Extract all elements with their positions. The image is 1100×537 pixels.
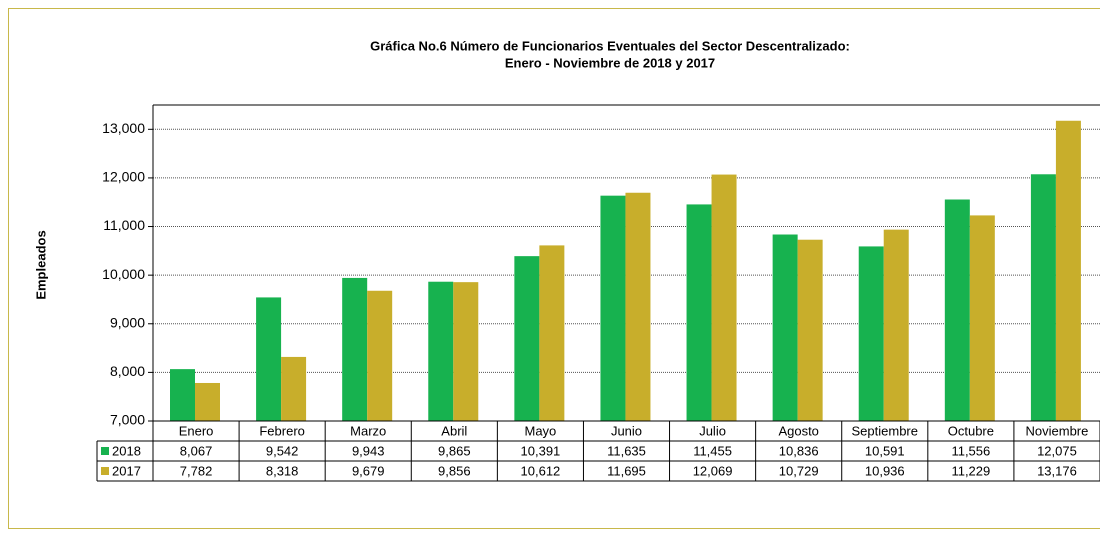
table-value: 7,782 (180, 463, 213, 478)
y-axis-label: Empleados (33, 230, 48, 299)
table-value: 10,591 (865, 443, 905, 458)
y-tick-label: 8,000 (110, 363, 145, 379)
x-tick-label: Agosto (778, 423, 818, 438)
bar (686, 204, 712, 421)
bar (170, 369, 195, 421)
x-tick-label: Septiembre (852, 423, 918, 438)
table-value: 9,542 (266, 443, 299, 458)
bar (256, 297, 282, 421)
bar (711, 174, 737, 421)
x-tick-label: Marzo (350, 423, 386, 438)
table-value: 9,943 (352, 443, 385, 458)
table-value: 13,176 (1037, 463, 1077, 478)
bar (367, 290, 393, 421)
table-value: 12,075 (1037, 443, 1077, 458)
legend-label: 2017 (112, 463, 141, 478)
bar (453, 282, 479, 421)
table-value: 10,612 (521, 463, 561, 478)
table-value: 11,455 (693, 443, 732, 458)
y-tick-label: 7,000 (110, 412, 145, 428)
table-value: 10,391 (521, 443, 561, 458)
y-tick-label: 10,000 (102, 266, 145, 282)
bar (281, 356, 307, 421)
table-value: 8,318 (266, 463, 299, 478)
y-tick-label: 13,000 (102, 120, 145, 136)
bar (1055, 120, 1081, 422)
legend-label: 2018 (112, 443, 141, 458)
bar (944, 199, 970, 421)
x-tick-label: Enero (179, 423, 214, 438)
table-value: 9,865 (438, 443, 471, 458)
x-tick-label: Julio (699, 423, 726, 438)
x-tick-label: Febrero (259, 423, 305, 438)
x-tick-label: Abril (441, 423, 467, 438)
bar (428, 281, 454, 421)
table-value: 10,836 (779, 443, 819, 458)
bar (342, 277, 368, 421)
chart-title: Gráfica No.6 Número de Funcionarios Even… (370, 38, 850, 53)
frame (8, 8, 1100, 529)
bar (195, 382, 220, 421)
x-tick-label: Mayo (525, 423, 557, 438)
bar (797, 239, 823, 421)
legend-swatch (101, 447, 109, 455)
chart-subtitle: Enero - Noviembre de 2018 y 2017 (505, 55, 715, 70)
table-value: 10,936 (865, 463, 905, 478)
table-value: 9,856 (438, 463, 471, 478)
bar (539, 245, 565, 421)
bar (858, 246, 884, 421)
table-value: 11,695 (607, 463, 646, 478)
y-tick-label: 12,000 (102, 169, 145, 185)
y-tick-label: 11,000 (103, 217, 145, 233)
table-value: 11,635 (607, 443, 646, 458)
table-value: 8,067 (180, 443, 213, 458)
table-value: 9,679 (352, 463, 385, 478)
x-tick-label: Noviembre (1026, 423, 1089, 438)
bar (1030, 174, 1056, 421)
table-value: 12,069 (693, 463, 733, 478)
table-value: 10,729 (779, 463, 819, 478)
bar (772, 234, 798, 421)
x-tick-label: Junio (611, 423, 642, 438)
table-value: 11,556 (951, 443, 990, 458)
bar (514, 256, 540, 421)
bar (883, 229, 909, 421)
table-value: 11,229 (951, 463, 990, 478)
y-tick-label: 9,000 (110, 314, 145, 330)
x-tick-label: Octubre (948, 423, 994, 438)
bar (625, 192, 651, 421)
bar (969, 215, 995, 421)
bar (600, 195, 626, 421)
legend-swatch (101, 467, 109, 475)
